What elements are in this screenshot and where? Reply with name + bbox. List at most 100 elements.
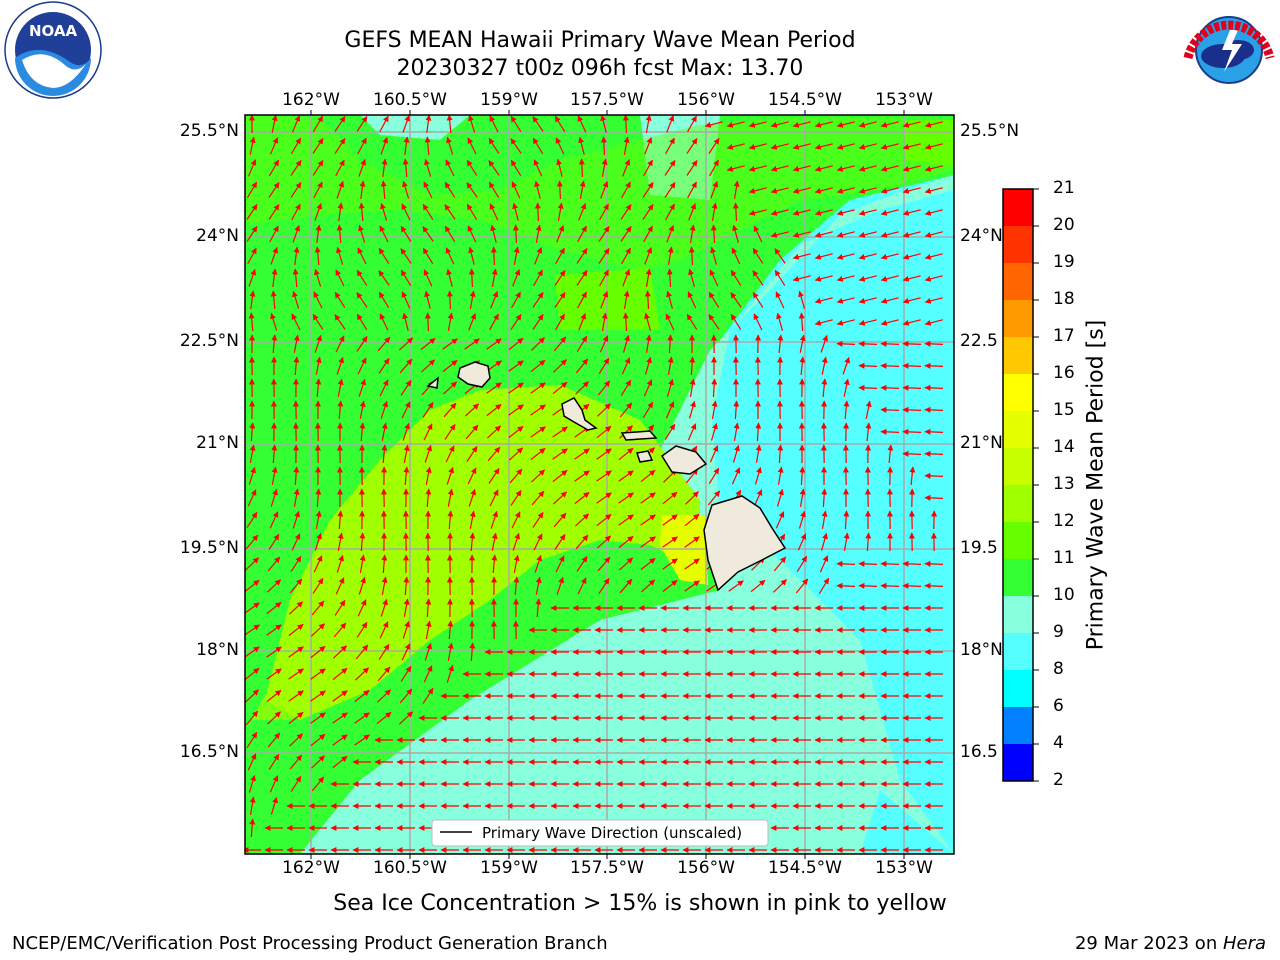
wave-arrow xyxy=(596,492,612,504)
wave-arrow xyxy=(620,379,632,397)
wave-arrow xyxy=(554,534,566,550)
wave-arrow xyxy=(552,469,568,483)
wave-arrow xyxy=(622,269,631,287)
wave-arrow xyxy=(684,558,700,570)
wave-arrow xyxy=(401,643,411,661)
wave-arrow xyxy=(488,137,500,154)
wave-arrow xyxy=(336,554,344,573)
wave-arrow xyxy=(422,203,434,220)
wave-arrow xyxy=(424,290,431,309)
wave-arrow xyxy=(644,356,652,375)
wave-arrow xyxy=(292,224,301,243)
wave-arrow xyxy=(666,115,675,133)
wave-arrow xyxy=(792,231,811,238)
wave-arrow xyxy=(247,159,257,177)
wave-arrow xyxy=(269,137,279,155)
wave-arrow xyxy=(711,378,718,398)
wave-arrow xyxy=(268,159,280,177)
wave-arrow xyxy=(902,143,921,150)
wave-arrow xyxy=(467,225,477,243)
wave-arrow xyxy=(532,314,544,330)
wave-arrow xyxy=(508,404,524,416)
wave-arrow xyxy=(508,382,524,394)
wave-arrow xyxy=(554,270,566,286)
wave-arrow xyxy=(621,247,631,265)
wave-arrow xyxy=(335,159,345,177)
wave-arrow xyxy=(446,136,454,155)
wave-arrow xyxy=(688,203,697,221)
wave-arrow xyxy=(359,532,366,552)
wave-arrow xyxy=(924,253,943,260)
wave-arrow xyxy=(577,577,587,595)
wave-arrow xyxy=(377,336,391,352)
wave-arrow xyxy=(269,511,279,529)
wave-arrow xyxy=(532,137,544,155)
wave-arrow xyxy=(640,536,656,548)
wave-arrow xyxy=(777,466,784,485)
wave-arrow xyxy=(618,447,634,461)
wave-arrow xyxy=(511,511,521,529)
wave-arrow xyxy=(577,115,587,133)
wave-arrow xyxy=(310,690,326,702)
wave-arrow xyxy=(423,181,433,199)
wave-arrow xyxy=(858,231,877,238)
wave-arrow xyxy=(748,121,767,128)
wave-arrow xyxy=(689,356,696,376)
wave-arrow xyxy=(402,180,410,199)
wave-arrow xyxy=(792,143,811,150)
wave-arrow xyxy=(902,362,922,369)
noaa-logo: NOAA xyxy=(4,1,102,99)
lat-label-left: 18°N xyxy=(196,640,239,660)
wave-arrow xyxy=(424,158,432,177)
wave-arrow xyxy=(596,513,612,527)
wave-arrow xyxy=(552,491,568,505)
colorbar-tick-label: 6 xyxy=(1053,696,1064,716)
wave-arrow xyxy=(509,468,523,484)
lat-label-right: 22.5 xyxy=(960,331,998,351)
wave-arrow xyxy=(732,224,739,243)
wave-arrow xyxy=(271,334,278,354)
wave-arrow xyxy=(688,268,695,287)
wave-arrow xyxy=(792,209,811,216)
wave-arrow xyxy=(599,203,609,221)
wave-arrow xyxy=(246,204,258,220)
wave-arrow xyxy=(924,209,943,216)
wave-arrow xyxy=(924,494,944,501)
wave-arrow xyxy=(403,598,410,618)
lon-label-bottom: 157.5°W xyxy=(570,858,644,878)
wave-arrow xyxy=(618,535,634,549)
wave-arrow xyxy=(466,159,478,176)
wave-arrow xyxy=(422,226,434,242)
wave-arrow xyxy=(249,818,256,838)
wave-arrow xyxy=(425,598,432,618)
wave-arrow xyxy=(687,181,697,199)
wave-arrow xyxy=(425,466,432,485)
wave-arrow xyxy=(574,470,590,482)
wave-arrow xyxy=(814,297,833,304)
wave-arrow xyxy=(510,159,522,177)
wave-arrow xyxy=(530,426,546,438)
wave-arrow xyxy=(902,231,921,238)
wave-arrow xyxy=(792,253,811,260)
wave-arrow xyxy=(314,202,323,221)
wave-arrow xyxy=(332,755,348,769)
wave-arrow xyxy=(468,313,477,331)
wave-arrow xyxy=(354,712,370,724)
wave-arrow xyxy=(311,776,325,792)
wave-arrow xyxy=(486,382,502,394)
wave-arrow xyxy=(532,116,544,132)
wave-arrow xyxy=(858,362,878,369)
wave-arrow xyxy=(290,160,302,176)
wave-arrow xyxy=(557,202,564,222)
colorbar-tick-label: 8 xyxy=(1053,659,1064,679)
colorbar-tick-label: 15 xyxy=(1053,400,1075,420)
wave-arrow xyxy=(556,576,564,595)
wave-arrow xyxy=(600,291,609,309)
wave-arrow xyxy=(752,291,764,308)
wave-arrow xyxy=(312,138,324,154)
wave-arrow xyxy=(422,247,434,265)
wave-arrow xyxy=(619,402,633,418)
wave-arrow xyxy=(858,143,877,150)
wave-arrow xyxy=(731,467,741,485)
niihau-island xyxy=(426,376,439,389)
